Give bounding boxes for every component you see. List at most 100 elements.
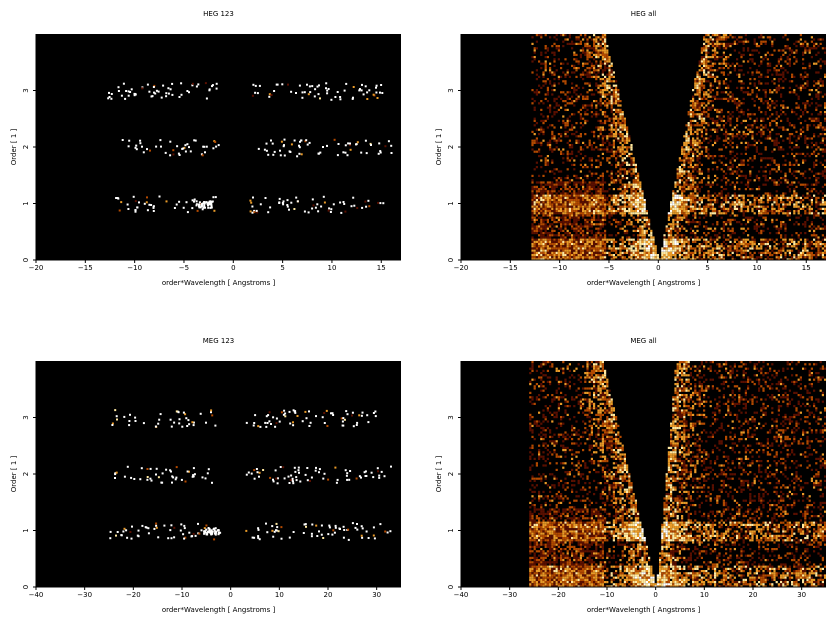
cell	[546, 47, 549, 50]
cell	[282, 200, 285, 203]
cell	[694, 141, 697, 144]
cell	[641, 216, 644, 219]
cell	[562, 243, 565, 246]
cell	[343, 89, 346, 92]
cell	[610, 214, 613, 217]
cell	[813, 216, 816, 219]
cell	[742, 133, 745, 136]
cell	[540, 205, 543, 208]
cell	[698, 223, 701, 226]
cell	[777, 69, 780, 72]
cell	[703, 212, 706, 215]
cell	[817, 236, 820, 239]
cell	[810, 199, 813, 202]
cell	[623, 214, 626, 217]
cell	[762, 210, 765, 213]
cell	[707, 51, 710, 54]
cell	[731, 42, 734, 45]
cell	[747, 205, 750, 208]
cell	[804, 232, 807, 235]
cell	[766, 104, 769, 107]
cell	[599, 236, 602, 239]
cell	[700, 47, 703, 50]
cell	[597, 113, 600, 116]
cell	[280, 140, 283, 143]
cell	[716, 91, 719, 94]
cell	[663, 234, 666, 237]
cell	[740, 238, 743, 241]
cell	[535, 47, 538, 50]
cell	[628, 163, 631, 166]
cell	[551, 201, 554, 204]
cell	[597, 155, 600, 158]
cell	[597, 91, 600, 94]
cell	[740, 181, 743, 184]
cell	[183, 146, 186, 149]
cell	[557, 205, 560, 208]
cell	[586, 146, 589, 149]
cell	[639, 207, 642, 210]
cell	[744, 135, 747, 138]
cell	[586, 75, 589, 78]
cell	[760, 157, 763, 160]
cell	[621, 148, 624, 151]
cell	[821, 218, 824, 221]
cell	[703, 205, 706, 208]
cell	[599, 51, 602, 54]
cell	[557, 82, 560, 85]
cell	[667, 234, 670, 237]
x-tick-label: 15	[377, 264, 386, 272]
cell	[281, 202, 284, 204]
cell	[606, 170, 609, 173]
cell	[553, 199, 556, 202]
cell	[700, 56, 703, 59]
cell	[553, 196, 556, 199]
cell	[676, 216, 679, 219]
cell	[608, 161, 611, 164]
cell	[601, 139, 604, 142]
cell	[670, 203, 673, 206]
cell	[597, 240, 600, 243]
cell	[738, 236, 741, 239]
cell	[788, 190, 791, 193]
cell	[681, 190, 684, 193]
cell	[630, 146, 633, 149]
cell	[698, 95, 701, 98]
cell	[681, 234, 684, 237]
cell	[557, 119, 560, 122]
cell	[579, 170, 582, 173]
cell	[692, 166, 695, 169]
cell	[780, 194, 783, 197]
cell	[777, 212, 780, 215]
cell	[731, 170, 734, 173]
cell	[703, 216, 706, 219]
cell	[747, 179, 750, 182]
cell	[678, 207, 681, 210]
cell	[725, 223, 728, 226]
cell	[700, 78, 703, 81]
cell	[672, 225, 675, 228]
cell	[553, 106, 556, 109]
cell	[579, 113, 582, 116]
cell	[593, 130, 596, 133]
cell	[731, 166, 734, 169]
cell	[549, 205, 552, 208]
cell	[670, 223, 673, 226]
cell	[689, 128, 692, 131]
cell	[683, 234, 686, 237]
cell	[815, 155, 818, 158]
cell	[692, 201, 695, 204]
cell	[793, 124, 796, 127]
cell	[731, 111, 734, 114]
cell	[771, 53, 774, 56]
cell	[707, 174, 710, 177]
cell	[632, 225, 635, 228]
cell	[531, 144, 534, 147]
cell	[711, 62, 714, 65]
cell	[694, 207, 697, 210]
cell	[782, 221, 785, 224]
cell	[714, 212, 717, 215]
cell	[802, 183, 805, 186]
cell	[604, 45, 607, 48]
cell	[630, 205, 633, 208]
